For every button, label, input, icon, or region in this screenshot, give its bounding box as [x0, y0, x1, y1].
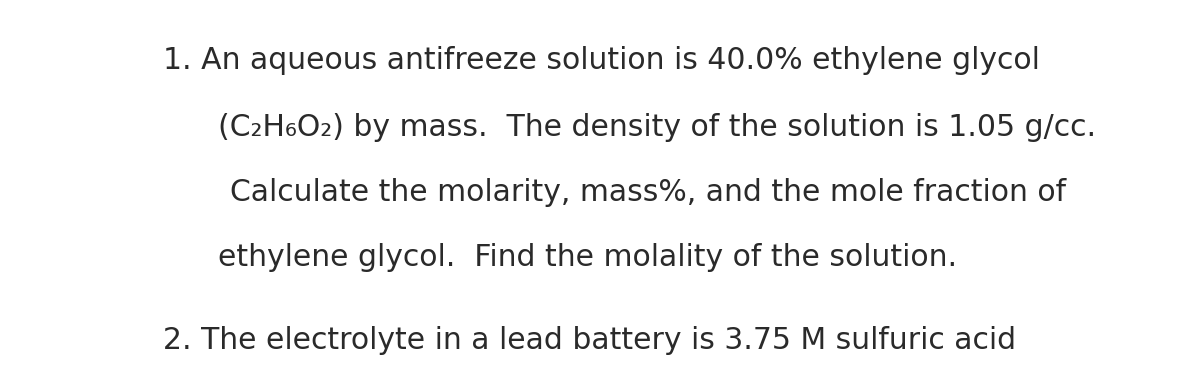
Text: ethylene glycol.  Find the molality of the solution.: ethylene glycol. Find the molality of th… [218, 243, 957, 272]
Text: (C₂H₆O₂) by mass.  The density of the solution is 1.05 g/cc.: (C₂H₆O₂) by mass. The density of the sol… [218, 113, 1096, 142]
Text: 2. The electrolyte in a lead battery is 3.75 M sulfuric acid: 2. The electrolyte in a lead battery is … [163, 326, 1016, 355]
Text: 1. An aqueous antifreeze solution is 40.0% ethylene glycol: 1. An aqueous antifreeze solution is 40.… [163, 46, 1040, 75]
Text: Calculate the molarity, mass%, and the mole fraction of: Calculate the molarity, mass%, and the m… [230, 178, 1066, 207]
